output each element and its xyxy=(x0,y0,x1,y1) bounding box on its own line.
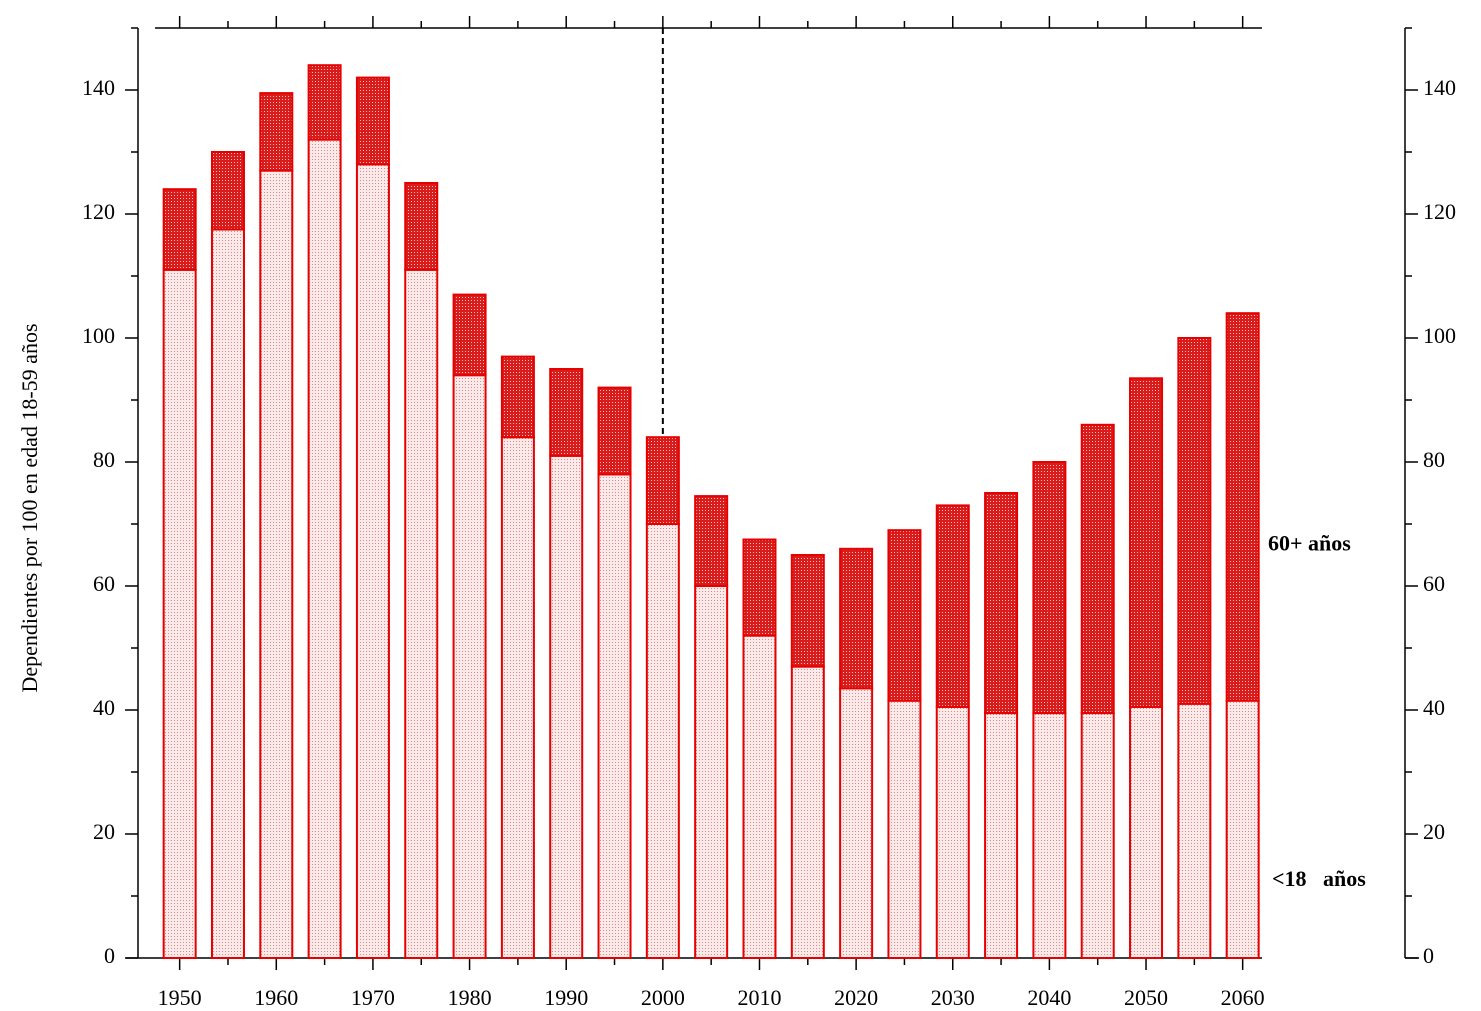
bar-segment xyxy=(1177,337,1212,705)
y2-tick-label: 60 xyxy=(1423,571,1445,596)
y2-tick-label: 40 xyxy=(1423,695,1445,720)
bar-segment xyxy=(307,138,342,960)
bar-segment xyxy=(790,665,825,959)
bar-segment xyxy=(742,538,777,637)
x-tick-label: 2000 xyxy=(641,985,685,1010)
x-tick-label: 1960 xyxy=(254,985,298,1010)
y-axis-label: Dependientes por 100 en edad 18-59 años xyxy=(17,323,42,692)
bar-segment xyxy=(839,687,874,959)
bar-segment xyxy=(210,228,245,959)
bar-segment xyxy=(1129,377,1164,708)
y2-tick-label: 140 xyxy=(1423,75,1456,100)
x-tick-label: 1970 xyxy=(351,985,395,1010)
bar-segment xyxy=(597,386,632,476)
bar-segment xyxy=(935,504,970,708)
x-tick-label: 2040 xyxy=(1027,985,1071,1010)
bar-segment xyxy=(452,374,487,959)
bar-segment xyxy=(162,268,197,959)
bar-segment xyxy=(1225,312,1260,702)
y-tick-label: 40 xyxy=(93,695,115,720)
y-tick-label: 80 xyxy=(93,447,115,472)
x-tick-label: 1980 xyxy=(448,985,492,1010)
bar-segment xyxy=(307,64,342,141)
bar-segment xyxy=(887,699,922,959)
x-tick-label: 2030 xyxy=(931,985,975,1010)
bar-segment xyxy=(355,163,390,959)
y2-tick-label: 80 xyxy=(1423,447,1445,472)
bar-segment xyxy=(742,634,777,959)
series-label: 60+ años xyxy=(1268,531,1351,556)
x-tick-label: 2060 xyxy=(1221,985,1265,1010)
bar-segment xyxy=(984,492,1019,715)
bar-segment xyxy=(694,495,729,588)
bar-segment xyxy=(1080,712,1115,959)
bar-segment xyxy=(1080,423,1115,715)
series-label: <18 años xyxy=(1272,866,1366,891)
y-tick-label: 100 xyxy=(82,323,115,348)
y2-tick-label: 20 xyxy=(1423,819,1445,844)
bar-segment xyxy=(500,355,535,439)
bar-segment xyxy=(597,473,632,959)
bar-segment xyxy=(790,554,825,668)
bar-segment xyxy=(645,523,680,959)
y-tick-label: 20 xyxy=(93,819,115,844)
bar-segment xyxy=(935,705,970,960)
bar-segment xyxy=(694,585,729,959)
bar-segment xyxy=(404,268,439,959)
x-tick-label: 1990 xyxy=(544,985,588,1010)
bar-segment xyxy=(259,92,294,172)
bar-segment xyxy=(1177,702,1212,959)
bar-segment xyxy=(452,293,487,377)
y2-tick-label: 0 xyxy=(1423,943,1434,968)
bar-segment xyxy=(355,76,390,166)
x-tick-label: 2050 xyxy=(1124,985,1168,1010)
y2-tick-label: 100 xyxy=(1423,323,1456,348)
y-tick-label: 0 xyxy=(104,943,115,968)
bar-segment xyxy=(1032,712,1067,959)
y-tick-label: 60 xyxy=(93,571,115,596)
bar-segment xyxy=(549,368,584,457)
bar-segment xyxy=(162,188,197,271)
bar-segment xyxy=(1032,461,1067,715)
bar-segment xyxy=(1225,699,1260,959)
bar-segment xyxy=(887,529,922,702)
bar-segment xyxy=(1129,705,1164,960)
bar-segment xyxy=(500,436,535,959)
bar-segment xyxy=(984,712,1019,959)
bar-segment xyxy=(259,169,294,960)
y2-tick-label: 120 xyxy=(1423,199,1456,224)
y-tick-label: 120 xyxy=(82,199,115,224)
bar-segment xyxy=(549,454,584,959)
bar-segment xyxy=(404,182,439,271)
bar-segment xyxy=(645,436,680,526)
y-tick-label: 140 xyxy=(82,75,115,100)
x-tick-label: 1950 xyxy=(158,985,202,1010)
bar-segment xyxy=(839,547,874,690)
bar-segment xyxy=(210,151,245,231)
x-tick-label: 2020 xyxy=(834,985,878,1010)
x-tick-label: 2010 xyxy=(737,985,781,1010)
